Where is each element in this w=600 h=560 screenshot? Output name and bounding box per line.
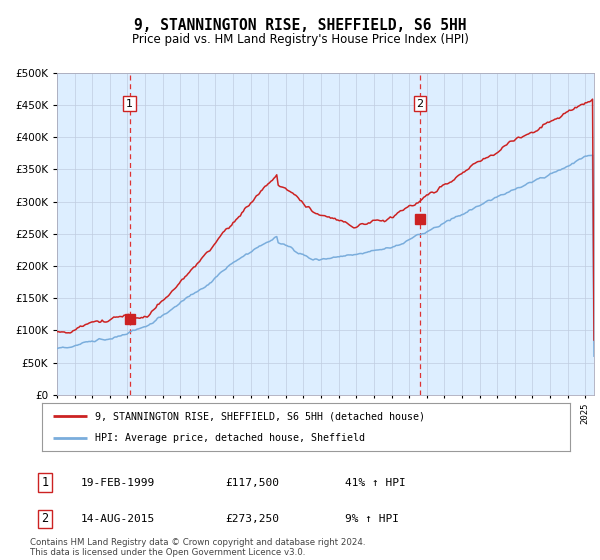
Text: 2: 2 (416, 99, 424, 109)
Text: 9, STANNINGTON RISE, SHEFFIELD, S6 5HH: 9, STANNINGTON RISE, SHEFFIELD, S6 5HH (134, 18, 466, 32)
Text: HPI: Average price, detached house, Sheffield: HPI: Average price, detached house, Shef… (95, 433, 365, 443)
Text: Contains HM Land Registry data © Crown copyright and database right 2024.
This d: Contains HM Land Registry data © Crown c… (30, 538, 365, 557)
Text: Price paid vs. HM Land Registry's House Price Index (HPI): Price paid vs. HM Land Registry's House … (131, 32, 469, 46)
Text: £117,500: £117,500 (225, 478, 279, 488)
Text: 1: 1 (41, 477, 49, 489)
Text: 14-AUG-2015: 14-AUG-2015 (81, 514, 155, 524)
Text: 1: 1 (126, 99, 133, 109)
Text: 9, STANNINGTON RISE, SHEFFIELD, S6 5HH (detached house): 9, STANNINGTON RISE, SHEFFIELD, S6 5HH (… (95, 411, 425, 421)
Text: 9% ↑ HPI: 9% ↑ HPI (345, 514, 399, 524)
Text: 2: 2 (41, 512, 49, 525)
Text: 19-FEB-1999: 19-FEB-1999 (81, 478, 155, 488)
Text: £273,250: £273,250 (225, 514, 279, 524)
Text: 41% ↑ HPI: 41% ↑ HPI (345, 478, 406, 488)
